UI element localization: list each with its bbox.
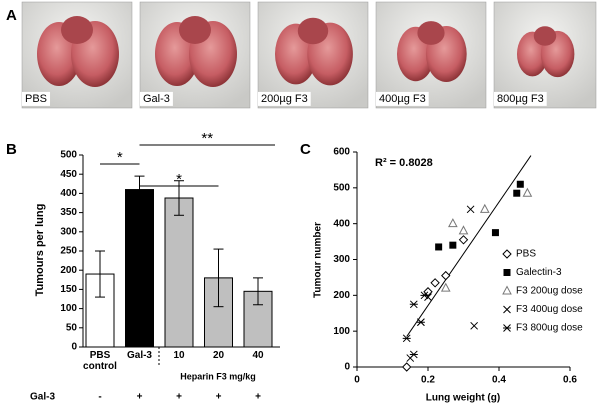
- y-tick-label: 50: [66, 322, 78, 333]
- photo-label: 200µg F3: [261, 93, 308, 105]
- y-tick-label: 350: [60, 207, 77, 218]
- point: [448, 218, 458, 228]
- panel-label: C: [300, 141, 311, 158]
- y-tick-label: 100: [60, 303, 77, 314]
- group-label: Heparin F3 mg/kg: [180, 371, 256, 381]
- x-tick-label: 0.4: [492, 375, 506, 386]
- point: [449, 241, 457, 249]
- y-tick-label: 300: [333, 254, 350, 265]
- lung-top: [179, 16, 211, 44]
- bar: [125, 189, 154, 348]
- point: [466, 205, 475, 214]
- row-sign: +: [255, 392, 261, 403]
- x-tick-label: 10: [173, 350, 185, 361]
- y-tick-label: 500: [333, 182, 350, 193]
- y-axis-label: Tumours per lung: [34, 204, 46, 297]
- photo-label-bg: [376, 91, 429, 106]
- significance-label: *: [117, 149, 123, 166]
- y-axis-label: Tumour number: [313, 222, 324, 298]
- x-tick-label: 40: [252, 350, 264, 361]
- point: [416, 318, 425, 327]
- point: [430, 278, 440, 288]
- point: [409, 300, 418, 309]
- photo-label-bg: [258, 91, 311, 106]
- legend-label: F3 200ug dose: [516, 286, 583, 297]
- x-tick-label: 0: [354, 375, 360, 386]
- row-sign: +: [137, 392, 143, 403]
- significance-label: **: [201, 130, 213, 147]
- row-sign: +: [216, 392, 222, 403]
- y-tick-label: 150: [60, 284, 77, 295]
- y-tick-label: 250: [60, 246, 77, 257]
- lung-top: [417, 21, 445, 45]
- legend-marker: [503, 269, 511, 276]
- point: [479, 203, 490, 213]
- legend-marker: [503, 305, 511, 314]
- point: [401, 362, 412, 372]
- photo-label: Gal-3: [143, 93, 170, 105]
- legend-label: F3 400ug dose: [516, 304, 583, 315]
- photo-label: PBS: [25, 93, 47, 105]
- legend-marker: [502, 285, 512, 295]
- y-tick-label: 0: [71, 342, 77, 353]
- point: [470, 321, 479, 330]
- point: [516, 180, 524, 188]
- lung-top: [61, 16, 93, 44]
- y-tick-label: 100: [333, 326, 350, 337]
- point: [402, 334, 411, 343]
- point: [420, 291, 429, 300]
- y-tick-label: 500: [60, 150, 77, 161]
- panel-label: B: [6, 141, 17, 158]
- panel-label: A: [6, 7, 17, 24]
- y-tick-label: 400: [60, 188, 77, 199]
- y-tick-label: 300: [60, 226, 77, 237]
- row-sign: +: [176, 392, 182, 403]
- y-tick-label: 400: [333, 218, 350, 229]
- photo-label-bg: [494, 91, 547, 106]
- lung-top: [297, 17, 329, 45]
- y-tick-label: 200: [333, 290, 350, 301]
- trend-line: [406, 155, 532, 337]
- photo-label-bg: [22, 91, 51, 106]
- point: [491, 229, 499, 237]
- photo-label-bg: [140, 91, 173, 106]
- row-label: Gal-3: [30, 392, 55, 403]
- annotation: R² = 0.8028: [375, 157, 433, 169]
- x-tick-label: 0.2: [421, 375, 435, 386]
- bar: [164, 197, 194, 348]
- legend-marker: [503, 324, 511, 332]
- legend-label: PBS: [516, 249, 536, 260]
- y-tick-label: 450: [60, 169, 77, 180]
- point: [513, 189, 521, 197]
- y-tick-label: 600: [333, 147, 350, 158]
- point: [440, 282, 451, 292]
- x-axis-label: Lung weight (g): [426, 393, 500, 404]
- lung-top: [533, 26, 557, 46]
- x-tick-label: 0.6: [563, 375, 577, 386]
- legend-label: Galectin-3: [516, 267, 562, 278]
- row-sign: -: [98, 392, 101, 403]
- point: [522, 187, 533, 197]
- photo-label: 800µg F3: [497, 93, 544, 105]
- significance-label: *: [176, 171, 182, 188]
- y-tick-label: 0: [344, 362, 350, 373]
- point: [435, 243, 443, 251]
- photo-label: 400µg F3: [379, 93, 426, 105]
- x-tick-label: 20: [212, 350, 225, 361]
- x-tick-label: PBS control: [83, 350, 117, 372]
- x-tick-label: Gal-3: [126, 350, 152, 361]
- y-tick-label: 200: [60, 265, 77, 276]
- point: [409, 350, 418, 359]
- point: [441, 270, 451, 281]
- legend-marker: [502, 249, 512, 259]
- point: [458, 225, 469, 235]
- legend-label: F3 800ug dose: [516, 323, 583, 334]
- point: [458, 235, 469, 245]
